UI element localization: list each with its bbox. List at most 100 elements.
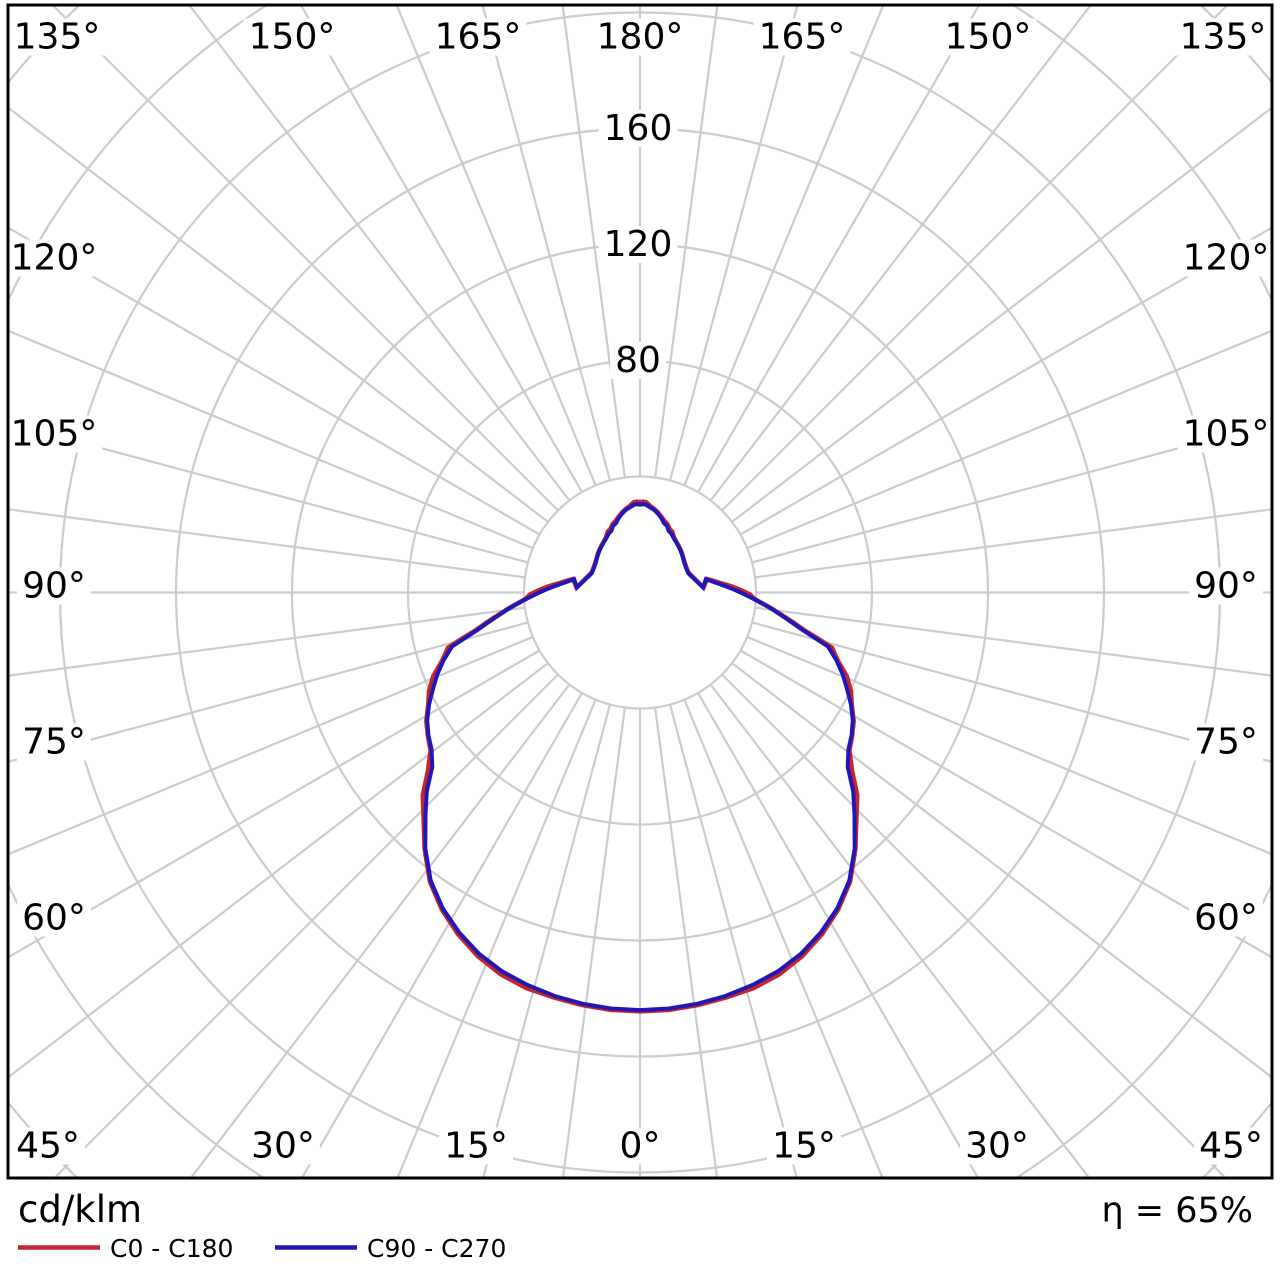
plot-frame: [6, 3, 1274, 1180]
curve-c0-c180: [420, 499, 860, 1014]
grid-spoke-75: [751, 621, 1272, 763]
angle-label-right-2: 90°: [1194, 566, 1258, 607]
angle-label-bottom-2-backing: [439, 1127, 513, 1165]
angle-label-top-4: 165°: [759, 17, 846, 58]
intensity-curves: [420, 499, 860, 1014]
angle-label-left-0: 120°: [11, 238, 98, 279]
grid-spoke-112.5: [746, 329, 1272, 550]
grid-spoke-30: [697, 692, 980, 1178]
angle-label-bottom-5-backing: [960, 1127, 1034, 1165]
grid-spoke-195: [481, 5, 612, 481]
angle-label-bottom-3-backing: [614, 1127, 666, 1165]
grid-spoke-307.5: [8, 662, 549, 1079]
legend-label-c90-c270: C90 - C270: [367, 1234, 506, 1263]
grid-spoke-285: [8, 621, 529, 763]
radial-tick-label-160-backing: [598, 110, 678, 147]
grid-spoke-105: [751, 422, 1272, 564]
radial-tick-label-80-backing: [610, 342, 666, 379]
grid-spoke-127.5: [731, 106, 1272, 523]
angle-label-right-2-backing: [1189, 567, 1263, 605]
grid-spoke-337.5: [396, 699, 597, 1178]
angle-label-right-1-backing: [1177, 415, 1275, 453]
angle-label-bottom-0: 45°: [16, 1126, 80, 1167]
grid-spoke-82.5: [754, 606, 1272, 677]
angle-label-bottom-4-backing: [767, 1127, 841, 1165]
grid-spoke-247.5: [8, 329, 534, 550]
angle-label-right-0-backing: [1177, 239, 1275, 277]
grid-spoke-172.5: [654, 5, 719, 478]
grid-spoke-7.5: [654, 707, 719, 1178]
grid-spoke-22.5: [683, 699, 884, 1178]
angle-label-left-1-backing: [5, 415, 103, 453]
grid-spoke-352.5: [561, 707, 626, 1178]
grid-spoke-262.5: [8, 508, 526, 579]
grid-spoke-202.5: [395, 5, 597, 486]
grid-spoke-277.5: [8, 606, 526, 677]
angle-label-bottom-2: 15°: [444, 1126, 508, 1167]
grid-spoke-330: [300, 692, 583, 1178]
angle-label-left-0-backing: [5, 239, 103, 277]
grid-spoke-15: [668, 704, 799, 1178]
legend: cd/klm C0 - C180 C90 - C270 η = 65%: [18, 1188, 1253, 1263]
angle-label-top-2: 165°: [435, 17, 522, 58]
angle-label-left-2: 90°: [22, 566, 86, 607]
grid-spoke-210: [299, 5, 583, 493]
angle-label-left-4: 60°: [22, 898, 86, 939]
angle-label-bottom-1: 30°: [251, 1126, 315, 1167]
grid-spoke-232.5: [8, 106, 549, 523]
radial-tick-label-120: 120: [604, 224, 673, 265]
grid-spoke-217.5: [187, 5, 571, 502]
angle-label-left-3-backing: [17, 723, 91, 761]
grid-spoke-120: [739, 226, 1272, 536]
grid-spoke-97.5: [754, 508, 1272, 579]
grid-spoke-345: [481, 704, 612, 1178]
grid-spoke-240: [8, 226, 541, 536]
grid-spoke-292.5: [8, 635, 534, 856]
angle-label-right-0: 120°: [1183, 238, 1270, 279]
grid-spoke-142.5: [709, 5, 1093, 502]
angle-label-right-4: 60°: [1194, 898, 1258, 939]
grid-spoke-37.5: [709, 683, 1091, 1178]
angle-label-bottom-4: 15°: [772, 1126, 836, 1167]
angle-label-bottom-0-backing: [11, 1127, 85, 1165]
legend-label-c0-c180: C0 - C180: [110, 1234, 233, 1263]
radial-tick-label-160: 160: [604, 108, 673, 149]
radial-tick-label-80: 80: [615, 340, 661, 381]
angle-label-top-6: 135°: [1180, 17, 1267, 58]
angle-label-top-6-backing: [1174, 18, 1272, 56]
angle-label-top-3-backing: [591, 18, 689, 56]
grid-spoke-52.5: [731, 662, 1272, 1079]
angle-label-left-3: 75°: [22, 722, 86, 763]
grid-spoke-255: [8, 422, 529, 564]
grid-spoke-157.5: [683, 5, 885, 486]
angle-label-top-5-backing: [939, 18, 1037, 56]
efficiency-label: η = 65%: [1101, 1191, 1253, 1231]
angle-label-top-4-backing: [753, 18, 851, 56]
radial-tick-label-120-backing: [598, 226, 678, 263]
unit-label: cd/klm: [18, 1188, 142, 1231]
angle-label-right-1: 105°: [1183, 414, 1270, 455]
angle-label-top-3: 180°: [597, 17, 684, 58]
axis-labels: 135° 150° 165° 180° 165° 150° 135° 45° 30° 15° 0° 1…: [5, 17, 1275, 1167]
angle-label-left-4-backing: [17, 899, 91, 937]
grid-spoke-150: [697, 5, 981, 493]
angle-label-left-2-backing: [17, 567, 91, 605]
angle-label-top-0: 135°: [14, 17, 101, 58]
angle-label-top-0-backing: [8, 18, 106, 56]
angle-label-right-3: 75°: [1194, 722, 1258, 763]
grid-spoke-67.5: [746, 635, 1272, 856]
grid-spoke-165: [668, 5, 799, 481]
angle-label-bottom-6-backing: [1194, 1127, 1268, 1165]
angle-label-top-1: 150°: [249, 17, 336, 58]
angle-label-bottom-1-backing: [246, 1127, 320, 1165]
angle-label-bottom-5: 30°: [965, 1126, 1029, 1167]
grid-spoke-322.5: [189, 683, 571, 1178]
angle-label-right-4-backing: [1189, 899, 1263, 937]
curve-c90-c270: [423, 501, 857, 1013]
angle-label-right-3-backing: [1189, 723, 1263, 761]
angle-label-left-1: 105°: [11, 414, 98, 455]
grid-spoke-60: [739, 649, 1272, 959]
